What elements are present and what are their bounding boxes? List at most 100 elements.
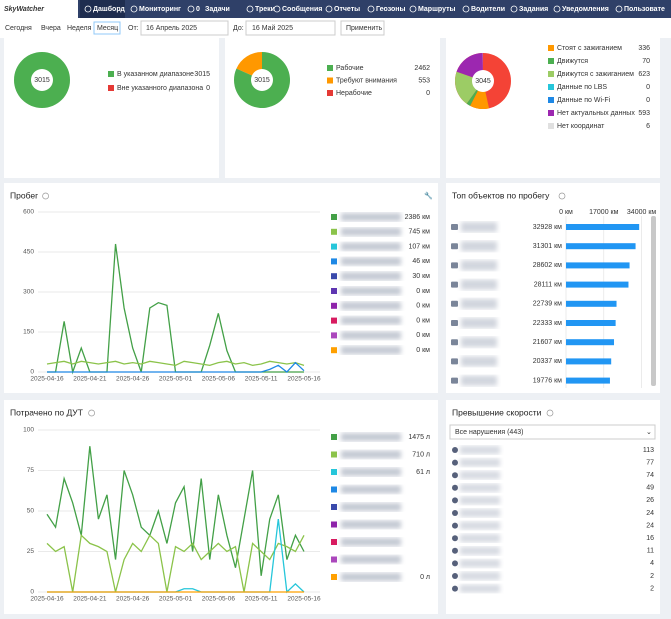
legend-label: Данные по Wi-Fi bbox=[557, 97, 611, 104]
x-tick-label: 34000 км bbox=[627, 209, 656, 216]
violation-count: 49 bbox=[646, 485, 654, 492]
logo: SkyWatcher bbox=[4, 6, 45, 13]
object-icon bbox=[451, 224, 458, 230]
period-button[interactable]: Вчера bbox=[41, 25, 61, 32]
nav-item[interactable]: Задания bbox=[519, 6, 548, 13]
blurred-name bbox=[461, 318, 497, 328]
card-title: Топ объектов по пробегу bbox=[452, 190, 550, 200]
legend-label: Данные по LBS bbox=[557, 84, 607, 91]
blurred-name bbox=[341, 272, 401, 281]
object-icon bbox=[452, 573, 458, 579]
legend-swatch bbox=[331, 347, 337, 354]
blurred-name bbox=[341, 520, 401, 529]
y-tick-label: 450 bbox=[23, 249, 34, 256]
series-line bbox=[46, 533, 305, 593]
legend-swatch bbox=[331, 521, 337, 528]
nav-item[interactable]: Маршруты bbox=[418, 6, 456, 13]
x-tick-label: 2025-04-26 bbox=[116, 596, 150, 603]
donut-hole bbox=[31, 69, 53, 91]
legend-swatch bbox=[331, 434, 337, 440]
legend-label: Нет координат bbox=[557, 123, 605, 130]
legend-label: Движутся с зажиганием bbox=[557, 71, 634, 78]
nav-item[interactable]: 0 bbox=[196, 6, 200, 13]
select-caret: ⌄ bbox=[646, 429, 652, 436]
bar bbox=[566, 320, 616, 326]
object-icon bbox=[451, 281, 458, 288]
legend-value: 2462 bbox=[414, 65, 430, 72]
legend-swatch bbox=[331, 243, 337, 250]
nav-item[interactable]: Треки bbox=[255, 6, 275, 13]
bar bbox=[566, 243, 636, 250]
blurred-name bbox=[461, 222, 497, 232]
legend-value: 0 км bbox=[416, 347, 430, 354]
legend-value: 0 км bbox=[416, 332, 430, 339]
select-box[interactable] bbox=[449, 424, 656, 440]
bar-label: 28111 км bbox=[534, 281, 562, 288]
donut-center: 3045 bbox=[475, 78, 491, 85]
violation-count: 2 bbox=[650, 585, 654, 592]
nav-item[interactable]: Геозоны bbox=[376, 6, 405, 13]
nav-item[interactable]: Отчеты bbox=[334, 6, 360, 13]
nav-active bbox=[80, 0, 125, 18]
legend-value: 0 км bbox=[416, 288, 430, 295]
nav-item[interactable]: Водители bbox=[471, 6, 505, 13]
x-tick-label: 2025-05-16 bbox=[287, 376, 321, 383]
blurred-name bbox=[341, 242, 401, 251]
x-tick-label: 2025-05-06 bbox=[202, 596, 236, 603]
legend-swatch bbox=[548, 123, 554, 129]
bar bbox=[566, 300, 617, 307]
bar-label: 22333 км bbox=[533, 320, 562, 327]
object-icon bbox=[451, 339, 458, 346]
bar bbox=[566, 377, 610, 384]
y-tick-label: 300 bbox=[23, 289, 34, 296]
nav-item[interactable]: Мониторинг bbox=[139, 6, 181, 13]
legend-value: 1475 л bbox=[408, 434, 430, 441]
legend-label: Нет актуальных данных bbox=[557, 110, 635, 117]
period-button[interactable]: Сегодня bbox=[5, 25, 32, 32]
nav-item[interactable]: Дашборд bbox=[93, 5, 125, 13]
from-input[interactable] bbox=[140, 20, 229, 36]
to-input[interactable] bbox=[245, 20, 336, 36]
bar-label: 21607 км bbox=[533, 339, 562, 346]
legend-swatch bbox=[548, 84, 554, 90]
y-tick-label: 0 bbox=[30, 589, 34, 596]
x-tick-label: 17000 км bbox=[589, 209, 618, 216]
object-icon bbox=[452, 560, 458, 567]
nav-item[interactable]: Задачи bbox=[205, 6, 230, 13]
legend-value: 0 bbox=[646, 97, 650, 104]
violation-count: 16 bbox=[646, 535, 654, 542]
violation-count: 24 bbox=[646, 510, 654, 517]
legend-swatch bbox=[327, 77, 333, 84]
to-value: 16 Май 2025 bbox=[252, 24, 293, 32]
help-icon bbox=[88, 409, 95, 417]
period-button[interactable]: Неделя bbox=[67, 25, 92, 32]
logo-bg bbox=[0, 0, 78, 18]
nav-item[interactable]: Пользовате bbox=[624, 6, 665, 13]
period-button[interactable]: Месяц bbox=[97, 25, 118, 32]
legend-swatch bbox=[548, 45, 554, 51]
nav-icon bbox=[553, 5, 561, 13]
y-tick-label: 0 bbox=[30, 369, 34, 376]
legend-swatch bbox=[331, 273, 337, 280]
object-icon bbox=[452, 510, 458, 516]
from-label: От: bbox=[128, 25, 139, 32]
blurred-name bbox=[341, 301, 401, 310]
blurred-name bbox=[460, 534, 500, 543]
object-icon bbox=[452, 547, 458, 554]
blurred-name bbox=[460, 446, 500, 454]
legend-swatch bbox=[331, 451, 337, 458]
x-tick-label: 0 км bbox=[559, 209, 573, 216]
legend-label: В указанном диапазоне bbox=[117, 71, 194, 78]
apply-button[interactable] bbox=[340, 20, 385, 36]
donut-hole bbox=[251, 69, 273, 91]
legend-label: Вне указанного диапазона bbox=[117, 85, 203, 92]
bar-label: 19776 км bbox=[533, 377, 562, 384]
nav-item[interactable]: Сообщения bbox=[282, 5, 322, 13]
y-tick-label: 25 bbox=[27, 548, 35, 555]
y-tick-label: 50 bbox=[27, 508, 35, 515]
legend-swatch bbox=[548, 97, 554, 103]
nav-item[interactable]: Уведомления bbox=[562, 6, 609, 13]
legend-swatch bbox=[108, 85, 114, 91]
y-tick-label: 75 bbox=[27, 467, 35, 474]
legend-swatch bbox=[548, 110, 554, 116]
